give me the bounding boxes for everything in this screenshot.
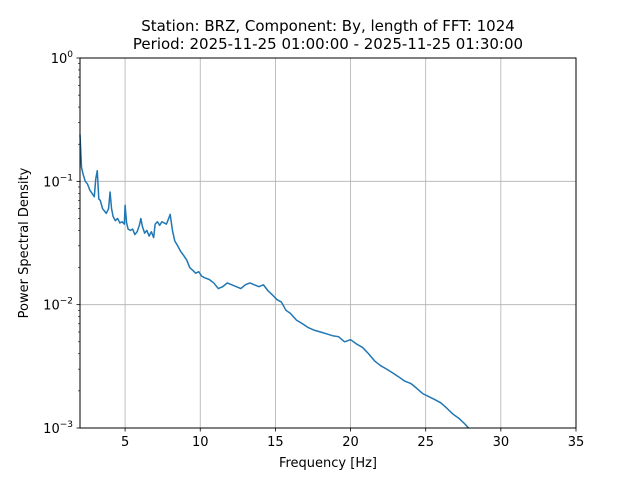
- psd-series-line: [79, 134, 470, 429]
- y-axis-ticks: 10−3 10−2 10−1 100: [43, 50, 80, 437]
- plot-frame: [79, 57, 577, 429]
- x-axis-ticks: 5 10 15 20 25 30 35: [121, 428, 584, 450]
- series-group: [79, 134, 470, 429]
- chart-subtitle: Period: 2025-11-25 01:00:00 - 2025-11-25…: [133, 35, 523, 53]
- x-tick-label: 5: [121, 435, 129, 450]
- y-tick-label: 10−3: [43, 420, 73, 437]
- y-tick-label: 10−2: [43, 297, 73, 314]
- y-axis-label: Power Spectral Density: [17, 167, 32, 318]
- y-tick-label: 100: [51, 50, 74, 67]
- x-tick-label: 20: [342, 435, 359, 450]
- x-tick-label: 35: [568, 435, 585, 450]
- x-tick-label: 25: [417, 435, 434, 450]
- x-tick-label: 30: [493, 435, 510, 450]
- x-axis-label: Frequency [Hz]: [279, 456, 377, 471]
- y-tick-label: 10−1: [43, 173, 73, 190]
- x-tick-label: 15: [267, 435, 284, 450]
- x-tick-label: 10: [192, 435, 209, 450]
- chart-title: Station: BRZ, Component: By, length of F…: [141, 17, 515, 35]
